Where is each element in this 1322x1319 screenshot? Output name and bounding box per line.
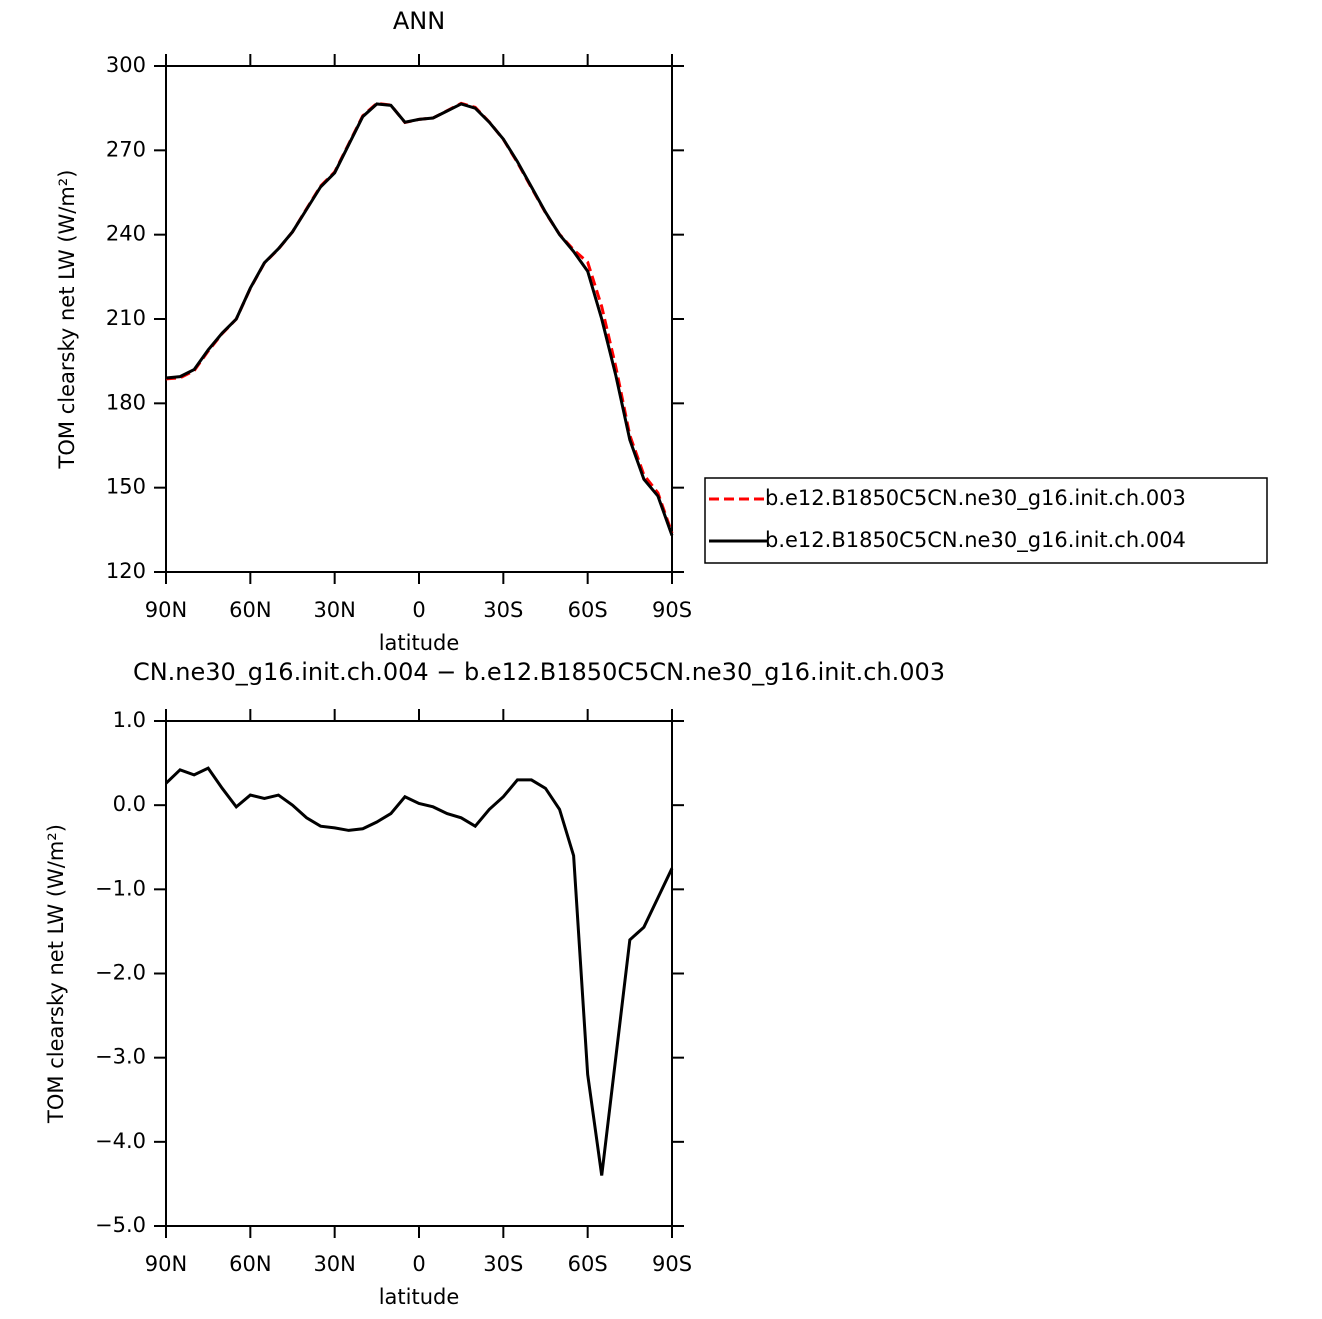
- y-tick-label: 240: [106, 222, 146, 246]
- x-tick-label: 30N: [313, 598, 355, 622]
- y-tick-label: −4.0: [95, 1129, 146, 1153]
- chart-title: CN.ne30_g16.init.ch.004 − b.e12.B1850C5C…: [133, 658, 945, 686]
- y-tick-label: 150: [106, 475, 146, 499]
- legend-label: b.e12.B1850C5CN.ne30_g16.init.ch.003: [765, 486, 1186, 511]
- y-tick-label: −5.0: [95, 1213, 146, 1237]
- x-axis-label: latitude: [379, 631, 460, 655]
- x-tick-label: 90N: [145, 598, 187, 622]
- series-line: [165, 102, 674, 536]
- x-tick-label: 30S: [483, 598, 523, 622]
- legend-label: b.e12.B1850C5CN.ne30_g16.init.ch.004: [765, 528, 1186, 553]
- x-tick-label: 30S: [483, 1252, 523, 1276]
- y-tick-label: 0.0: [113, 792, 146, 816]
- y-tick-label: 1.0: [113, 708, 146, 732]
- x-axis-label: latitude: [379, 1285, 460, 1309]
- x-tick-label: 90S: [652, 1252, 692, 1276]
- y-tick-label: −3.0: [95, 1045, 146, 1069]
- x-tick-label: 0: [412, 598, 425, 622]
- series-line: [164, 766, 674, 1176]
- x-tick-label: 0: [412, 1252, 425, 1276]
- x-tick-label: 30N: [313, 1252, 355, 1276]
- y-tick-label: 120: [106, 559, 146, 583]
- chart-title: ANN: [393, 7, 445, 35]
- y-tick-label: 300: [106, 53, 146, 77]
- series-line: [165, 101, 674, 534]
- y-tick-label: 180: [106, 390, 146, 414]
- y-tick-label: 210: [106, 306, 146, 330]
- x-tick-label: 60S: [568, 598, 608, 622]
- y-tick-label: −2.0: [95, 961, 146, 985]
- y-tick-label: 270: [106, 137, 146, 161]
- legend-box: [704, 477, 1268, 564]
- x-tick-label: 90N: [145, 1252, 187, 1276]
- x-tick-label: 60S: [568, 1252, 608, 1276]
- y-tick-label: −1.0: [95, 876, 146, 900]
- x-tick-label: 60N: [229, 1252, 271, 1276]
- x-tick-label: 90S: [652, 598, 692, 622]
- plot-frame: [165, 720, 673, 1227]
- x-tick-label: 60N: [229, 598, 271, 622]
- plot-frame: [165, 65, 673, 573]
- y-axis-label: TOM clearsky net LW (W/m²): [55, 170, 79, 470]
- y-axis-label: TOM clearsky net LW (W/m²): [44, 824, 68, 1124]
